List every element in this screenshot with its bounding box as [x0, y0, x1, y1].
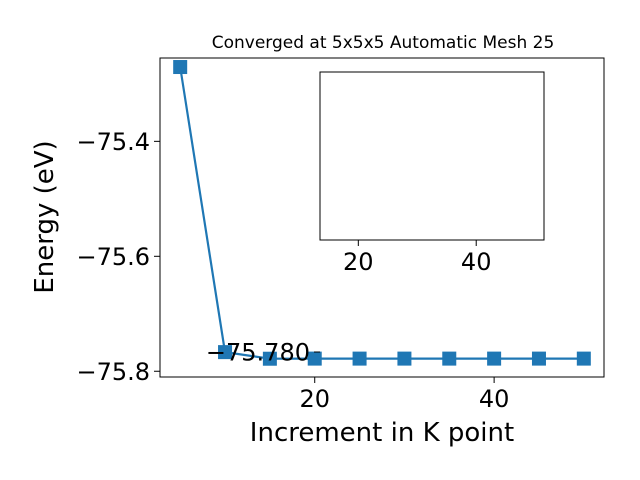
- main-x-ticks: 20 40: [299, 377, 509, 413]
- main-data-point: [531, 351, 546, 366]
- main-series-markers: [173, 60, 591, 366]
- main-data-point: [307, 351, 322, 366]
- main-data-point: [487, 351, 502, 366]
- main-plot: Converged at 5x5x5 Automatic Mesh 25 20 4…: [30, 33, 605, 448]
- y-axis-label: Energy (eV): [30, 140, 60, 293]
- main-data-point: [397, 351, 412, 366]
- inset-plot-background: [320, 72, 544, 240]
- main-plot-frame: [159, 57, 605, 378]
- main-data-point: [576, 351, 591, 366]
- main-data-point: [262, 351, 277, 366]
- main-y-tick-label: −75.8: [76, 358, 150, 386]
- main-y-ticks: −75.4 −75.6 −75.8: [76, 128, 160, 386]
- main-x-tick-label: 20: [299, 385, 330, 413]
- inset-x-tick-label: 20: [343, 248, 374, 276]
- main-data-point: [173, 60, 188, 75]
- main-x-tick-label: 40: [479, 385, 510, 413]
- inset-y-ticks: −75.780−75.778: [206, 339, 320, 367]
- inset-plot-frame: [319, 71, 545, 241]
- main-data-point: [218, 345, 233, 360]
- main-data-point: [352, 351, 367, 366]
- inset-x-ticks: 20 40: [343, 240, 491, 276]
- inset-y-tick-label: −75.780: [206, 339, 310, 367]
- x-axis-label: Increment in K point: [250, 418, 514, 448]
- chart-title: Converged at 5x5x5 Automatic Mesh 25: [212, 33, 555, 53]
- main-data-point: [442, 351, 457, 366]
- main-series-line: [179, 66, 584, 360]
- main-y-tick-label: −75.4: [76, 128, 150, 156]
- inset-x-tick-label: 40: [461, 248, 492, 276]
- main-y-tick-label: −75.6: [76, 243, 150, 271]
